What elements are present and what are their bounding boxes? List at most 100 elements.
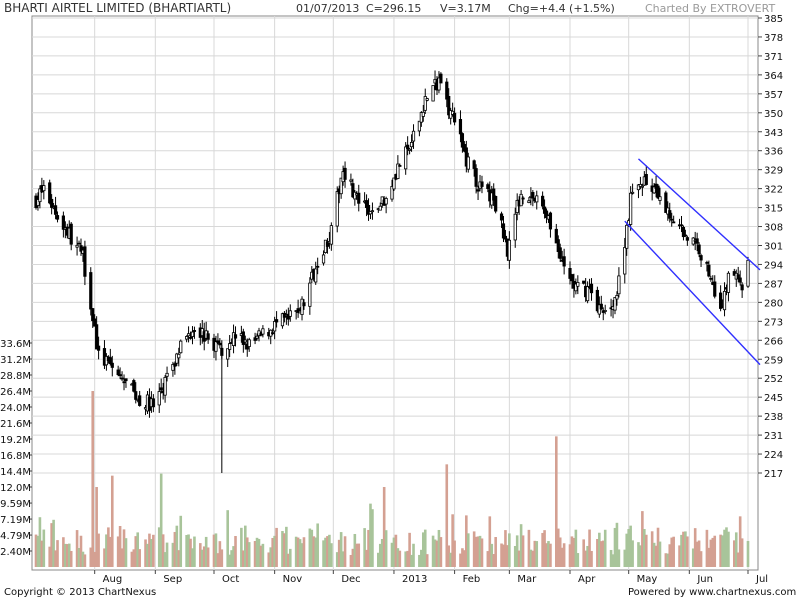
candle-body <box>670 218 674 221</box>
candle-body <box>705 261 709 264</box>
volume-bar <box>353 533 357 567</box>
price-tick-label: 336 <box>764 147 783 158</box>
volume-tick-label: 9.59M <box>0 499 31 510</box>
volume-tick-label: 7.19M <box>0 515 31 526</box>
candle-body <box>707 264 711 277</box>
price-tick-label: 245 <box>764 393 783 404</box>
volume-bar <box>62 537 65 567</box>
candle-body <box>302 302 306 307</box>
volume-bar <box>365 549 368 567</box>
volume-bar <box>678 545 681 567</box>
candle-body <box>190 331 195 337</box>
volume-bar <box>65 544 69 567</box>
candle-body <box>589 283 594 294</box>
volume-bar <box>171 542 175 567</box>
volume-bar <box>412 543 415 567</box>
volume-bar <box>713 535 717 567</box>
volume-bar <box>185 534 188 567</box>
volume-bar <box>740 538 744 567</box>
candle-body <box>625 224 629 249</box>
candle-body <box>562 256 566 267</box>
volume-bar <box>367 529 370 567</box>
volume-bar <box>408 532 411 567</box>
volume-bar <box>478 535 482 567</box>
volume-bar <box>684 531 687 567</box>
candle-body <box>173 363 177 367</box>
volume-bar <box>502 544 505 567</box>
candle-body <box>349 179 353 182</box>
month-label: Aug <box>103 574 123 585</box>
volume-bar <box>668 544 672 567</box>
candle-body <box>406 144 410 150</box>
change-readout: Chg=+4.4 (+1.5%) <box>508 2 615 15</box>
volume-bar <box>555 436 558 567</box>
volume-bar <box>504 530 507 567</box>
volume-bar <box>394 534 398 567</box>
volume-bar <box>228 554 231 567</box>
volume-bar <box>179 515 183 567</box>
volume-bar <box>294 536 298 567</box>
volume-bar <box>243 525 247 567</box>
candle-body <box>658 196 662 201</box>
volume-bar <box>672 536 675 567</box>
powered-by-link[interactable]: Powered by www.chartnexus.com <box>628 587 797 598</box>
volume-bar <box>615 522 619 567</box>
candle-body <box>108 357 112 365</box>
volume-bar <box>617 549 621 567</box>
candle-body <box>188 337 193 339</box>
candle-body <box>685 237 689 241</box>
candle-body <box>296 308 300 313</box>
volume-bar <box>330 543 333 567</box>
volume-bar <box>727 531 730 567</box>
candle-body <box>736 274 740 280</box>
candle-body <box>419 112 423 123</box>
volume-bar <box>582 539 585 567</box>
volume-bar <box>723 529 726 567</box>
candle-body <box>636 184 641 191</box>
volume-bar <box>598 532 601 567</box>
volume-bar <box>314 537 318 567</box>
volume-bar <box>627 529 630 567</box>
month-label: Mar <box>517 574 537 585</box>
volume-axis: 33.6M 31.2M 28.8M 26.4M 24.0M 21.6M 19.2M 16.8M… <box>0 339 32 558</box>
volume-bar <box>50 523 53 567</box>
volume-bar <box>316 523 319 567</box>
volume-bar <box>97 533 100 567</box>
candle-body <box>408 148 412 151</box>
volume-bar <box>328 534 331 567</box>
volume-bar <box>433 539 437 567</box>
volume-bar <box>531 550 535 567</box>
candle-body <box>91 308 95 322</box>
volume-bar <box>562 543 566 567</box>
volume-bar <box>680 534 683 567</box>
candle-body <box>554 228 558 244</box>
price-axis: 385 378 371 364 357 350 343 336 329 322 315 308 301 2… <box>758 14 783 480</box>
volume-bar <box>95 487 98 567</box>
month-label: Sep <box>163 574 182 585</box>
candle-body <box>392 177 396 190</box>
volume-bar <box>603 529 607 567</box>
candle-body <box>384 198 388 205</box>
volume-bar <box>693 528 697 567</box>
volume-bar <box>132 549 136 567</box>
volume-bar <box>535 541 539 567</box>
volume-bar <box>296 537 300 567</box>
volume-bar <box>709 539 713 567</box>
month-label: Oct <box>222 574 239 585</box>
candle-body <box>599 303 603 310</box>
month-label: Dec <box>341 574 360 585</box>
volume-bar <box>93 551 96 567</box>
volume-bar <box>705 529 709 567</box>
volume-bar <box>541 532 544 567</box>
volume-bar <box>199 543 202 567</box>
candle-body <box>445 81 449 100</box>
volume-bar <box>287 553 290 567</box>
volume-bar <box>449 552 452 567</box>
candle-body <box>486 184 490 190</box>
candle-body <box>423 96 427 111</box>
candle-body <box>630 191 635 194</box>
candle-body <box>118 374 122 377</box>
volume-bar <box>738 516 742 567</box>
volume-bar <box>67 543 71 567</box>
candle-body <box>216 340 220 344</box>
